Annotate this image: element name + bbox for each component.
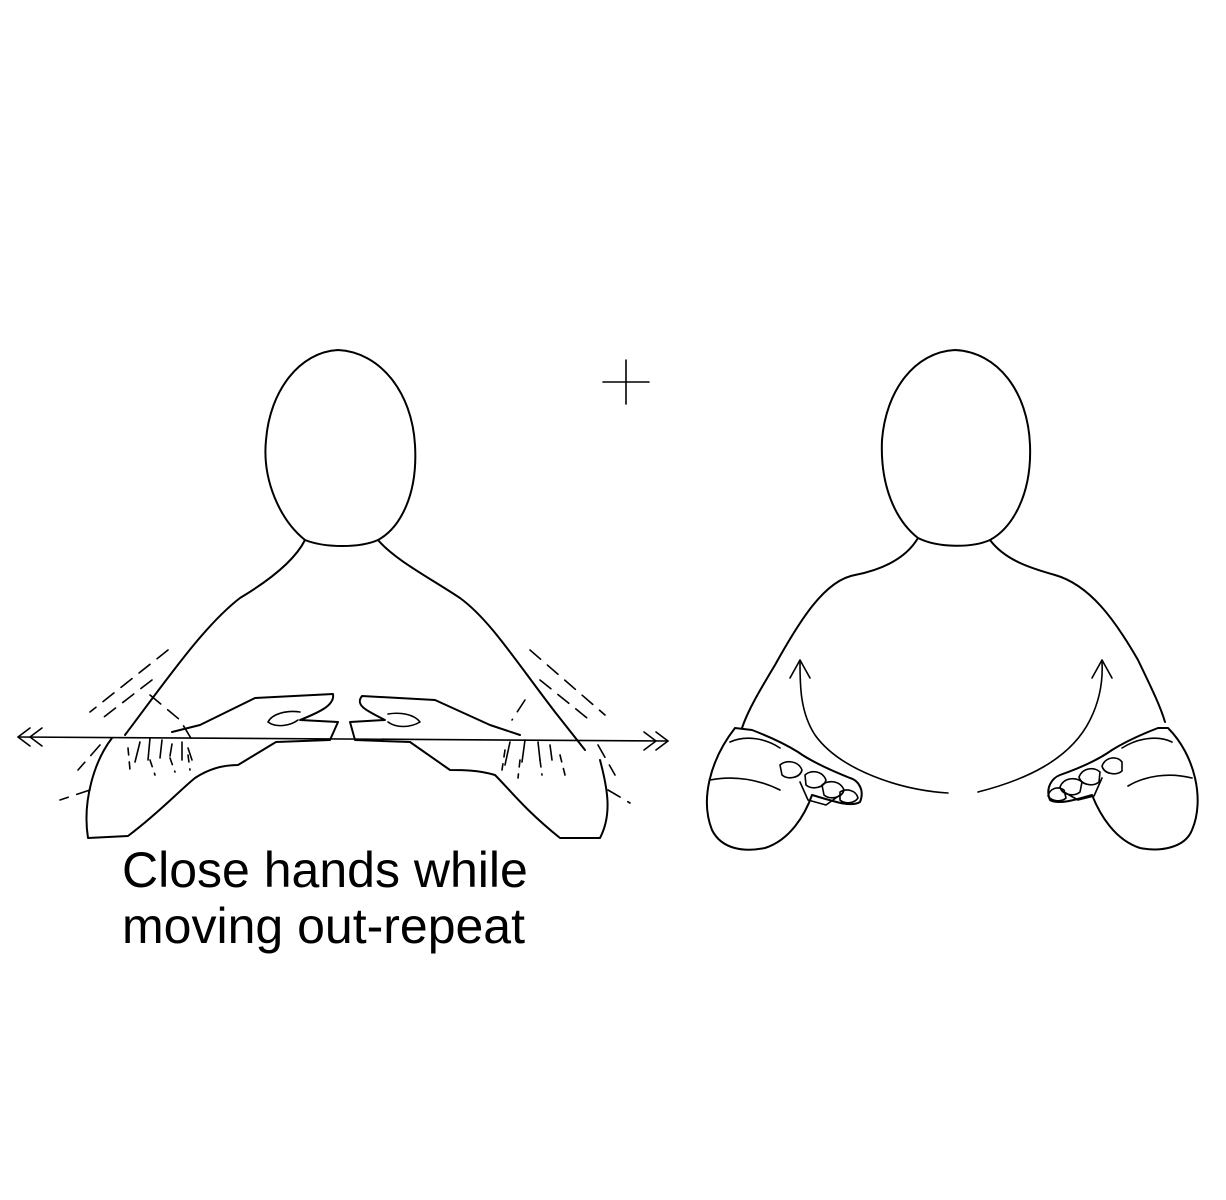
hand-right-knuckles	[504, 739, 553, 766]
head-left	[264, 349, 417, 547]
fist-right-fingers	[1047, 757, 1123, 802]
curved-arrow-up-left-head	[789, 659, 811, 679]
curved-arrow-up-right	[977, 661, 1103, 793]
fist-left-fingers	[779, 760, 859, 806]
hand-left-outline	[85, 693, 339, 839]
hand-right-outline	[349, 695, 609, 839]
fist-left-outline	[705, 727, 863, 851]
figure-right	[705, 349, 1199, 851]
caption-line-1: Close hands while	[122, 842, 528, 898]
double-arrow-right	[643, 731, 669, 751]
curved-arrow-up-right-head	[1091, 659, 1113, 679]
hand-right-finger	[387, 712, 421, 728]
plus-sign	[602, 359, 650, 405]
movement-line	[17, 736, 669, 742]
hand-right-prev-position	[511, 649, 631, 804]
instruction-caption: Close hands while moving out-repeat	[122, 842, 528, 954]
double-arrow-left	[17, 727, 43, 747]
head-right	[880, 349, 1032, 547]
curved-arrow-up-left	[799, 661, 949, 794]
fist-right-cuff	[1121, 737, 1193, 787]
fist-right-outline	[1047, 727, 1199, 851]
hand-left-prev-position	[59, 649, 193, 801]
hand-left-knuckles	[134, 737, 193, 763]
hand-right-prev-knuckles	[501, 749, 566, 779]
torso-left	[124, 539, 306, 736]
torso-left-right-side	[377, 539, 586, 751]
hand-left-finger	[267, 710, 301, 727]
torso-right-right-side	[989, 539, 1166, 723]
fist-left-cuff	[709, 737, 781, 791]
torso-right	[741, 537, 919, 729]
figure-left	[17, 349, 669, 839]
caption-line-2: moving out-repeat	[122, 898, 526, 954]
